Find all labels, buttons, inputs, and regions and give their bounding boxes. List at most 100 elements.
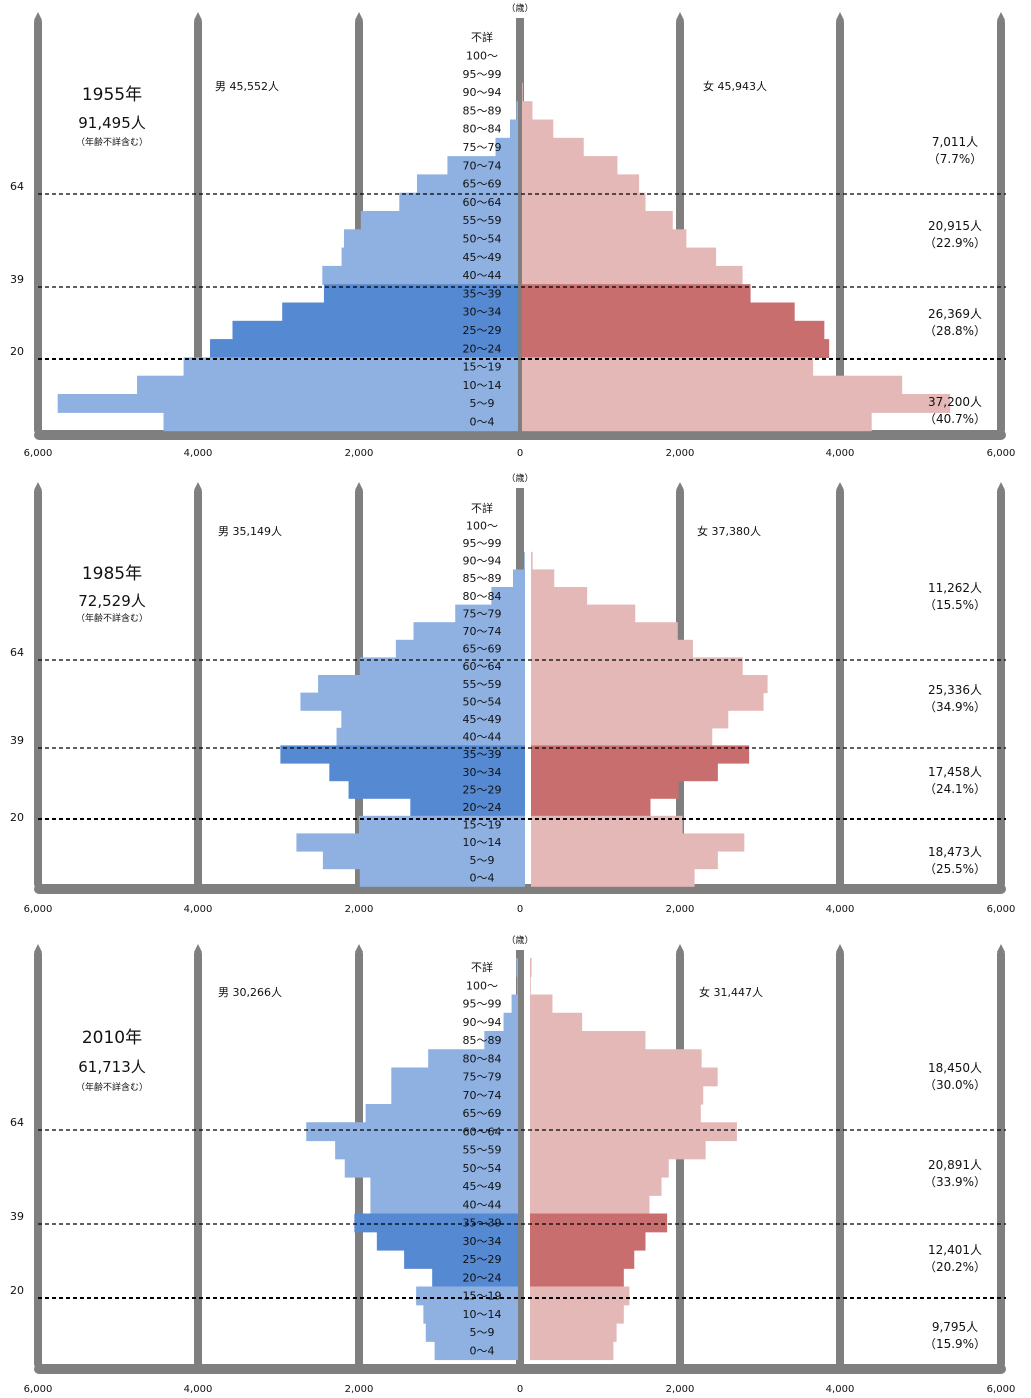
male-bar [491, 587, 525, 606]
age-label: 10〜14 [463, 1308, 502, 1321]
age-label: 40〜44 [463, 269, 502, 282]
age-label: 45〜49 [463, 1180, 502, 1193]
female-bar [531, 604, 636, 623]
year-label: 1955年 [82, 85, 142, 105]
age-label: 35〜39 [463, 287, 502, 300]
age-label: 60〜64 [463, 196, 502, 209]
grid-pillar [997, 950, 1005, 1368]
male-bar [512, 569, 525, 588]
x-tick-label: 6,000 [987, 904, 1016, 915]
age-label: 65〜69 [463, 643, 502, 656]
female-bar [522, 101, 533, 121]
grid-pillar [836, 488, 844, 888]
grid-pillar [194, 18, 202, 434]
age-label: 95〜99 [463, 68, 502, 81]
female-bar [530, 1049, 702, 1069]
age-label: 5〜9 [470, 1326, 495, 1339]
male-bar [341, 247, 518, 267]
age-label: 80〜84 [463, 590, 502, 603]
female-bar [522, 284, 751, 304]
x-tick-label: 2,000 [666, 1384, 695, 1395]
female-bar [530, 1268, 624, 1288]
age-unit-label: （歳） [506, 934, 533, 946]
age-label: 15〜19 [463, 819, 502, 832]
male-bar [484, 1031, 518, 1050]
female-bar [530, 994, 553, 1014]
grid-pillar [194, 488, 202, 888]
age-label: 55〜59 [463, 678, 502, 691]
male-bar [57, 394, 518, 413]
female-bar [531, 569, 555, 588]
female-total-label: 女 31,447人 [699, 985, 763, 999]
age-unit-label: （歳） [506, 2, 533, 14]
grid-pillar [997, 18, 1005, 434]
age-boundary-label: 20 [10, 1284, 24, 1297]
group-share: （15.9%） [924, 1337, 986, 1351]
male-bar [410, 798, 525, 817]
male-bar [358, 815, 525, 834]
pyramid-panel-1: 不詳 100〜 95〜99 90〜94 85〜89 80〜84 75〜79 70〜74 65〜6… [10, 2, 1015, 459]
age-label: 70〜74 [463, 159, 502, 172]
male-bar [447, 156, 518, 175]
female-bar [531, 833, 745, 852]
female-bar [531, 639, 694, 658]
male-bar [413, 622, 525, 641]
grid-pillar-cap [836, 482, 844, 490]
age-label: 不詳 [471, 30, 493, 44]
female-bar [530, 976, 531, 996]
group-share: （22.9%） [924, 236, 986, 250]
male-bar [322, 265, 518, 285]
group-count: 20,915人 [928, 219, 982, 233]
male-bar [359, 657, 525, 676]
age-label: 80〜84 [463, 123, 502, 136]
group-count: 7,011人 [932, 135, 978, 149]
age-label: 50〜54 [463, 232, 502, 245]
male-bar [434, 1341, 518, 1361]
total-label: 72,529人 [78, 592, 146, 610]
male-bar [359, 868, 525, 887]
female-bar [522, 302, 795, 322]
age-label: 70〜74 [463, 1089, 502, 1102]
grid-pillar-cap [194, 482, 202, 490]
female-bar [530, 1304, 624, 1324]
grid-pillar-cap [997, 944, 1005, 952]
grid-pillar-cap [355, 12, 363, 20]
female-bar [530, 1213, 668, 1233]
female-bar [531, 745, 750, 764]
group-count: 9,795人 [932, 1320, 978, 1334]
male-bar [428, 1049, 518, 1069]
group-count: 20,891人 [928, 1158, 982, 1172]
grid-pillar-cap [34, 482, 42, 490]
age-label: 不詳 [471, 501, 493, 515]
x-tick-label: 2,000 [345, 1384, 374, 1395]
female-bar [522, 375, 903, 395]
female-bar [531, 763, 718, 782]
female-bar [530, 1195, 650, 1215]
grid-pillar [836, 950, 844, 1368]
grid-pillar [34, 488, 42, 888]
male-bar [232, 320, 518, 340]
male-bar [137, 375, 519, 395]
female-bar [531, 851, 718, 870]
group-share: （30.0%） [924, 1078, 986, 1092]
x-tick-label: 0 [517, 1384, 523, 1395]
male-bar [323, 284, 518, 304]
female-bar [531, 868, 695, 887]
female-bar [522, 174, 640, 194]
female-bar [530, 1104, 701, 1123]
female-bar [522, 137, 584, 157]
age-label: 75〜79 [463, 141, 502, 154]
male-bar [495, 137, 518, 157]
age-label: 100〜 [466, 49, 498, 62]
male-bar [300, 692, 525, 711]
age-label: 0〜4 [470, 871, 495, 884]
x-tick-label: 6,000 [987, 1384, 1016, 1395]
age-label: 35〜39 [463, 1217, 502, 1230]
male-bar [336, 727, 525, 746]
female-bar [530, 1067, 718, 1087]
male-total-label: 男 35,149人 [218, 525, 282, 538]
age-label: 65〜69 [463, 1107, 502, 1120]
age-label: 75〜79 [463, 1071, 502, 1084]
x-tick-label: 4,000 [826, 1384, 855, 1395]
